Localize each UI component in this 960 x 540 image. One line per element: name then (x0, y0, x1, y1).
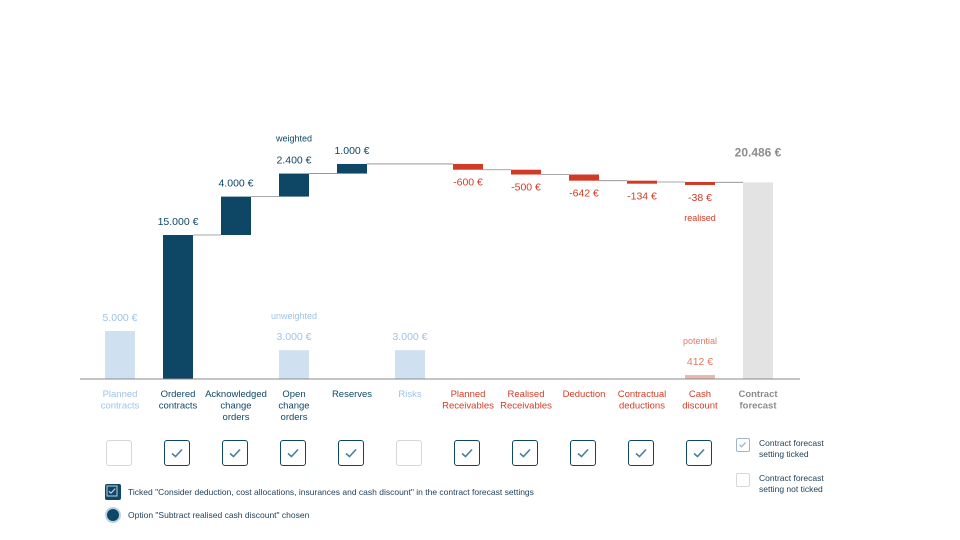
note-ticked-consider: Ticked "Consider deduction, cost allocat… (128, 487, 534, 497)
legend-ticked-swatch (736, 438, 750, 452)
bar-reserves (337, 163, 367, 174)
bar-realised-receivables (511, 169, 541, 175)
setting-checkbox-open-change-orders[interactable] (280, 440, 306, 466)
category-label-reserves: Reserves (332, 389, 372, 400)
connector-lines (193, 163, 743, 236)
value-label-deduction: -642 € (569, 188, 599, 200)
setting-checkbox-reserves[interactable] (338, 440, 364, 466)
excluded-value-label-cash-discount: 412 € (687, 356, 713, 368)
value-labels: 5.000 € 15.000 € 4.000 € 2.400 € weighted 3.0… (102, 134, 781, 368)
value-label-ordered-contracts: 15.000 € (158, 216, 199, 228)
ticked-setting-marker (105, 484, 121, 500)
category-label-contractual-deductions: Contractual deductions (618, 389, 667, 412)
bar-risks (395, 350, 425, 379)
bars (105, 163, 773, 379)
category-label-planned-contracts: Planned contracts (101, 389, 140, 412)
value-label-contract-forecast: 20.486 € (735, 145, 782, 159)
setting-checkbox-ordered-contracts[interactable] (164, 440, 190, 466)
setting-checkbox-acknowledged-change-orders[interactable] (222, 440, 248, 466)
category-label-deduction: Deduction (563, 389, 606, 400)
waterfall-chart: 5.000 € 15.000 € 4.000 € 2.400 € weighted 3.0… (80, 134, 800, 423)
setting-checkbox-planned-receivables[interactable] (454, 440, 480, 466)
setting-checkbox-deduction[interactable] (570, 440, 596, 466)
value-label-contractual-deductions: -134 € (627, 191, 657, 203)
category-labels: Planned contracts Ordered contracts Acknowle… (101, 389, 779, 423)
category-label-risks: Risks (398, 389, 421, 400)
value-label-planned-contracts: 5.000 € (102, 312, 137, 324)
excluded-value-label-open-change-orders: 3.000 € (276, 331, 311, 343)
bar-planned-receivables (453, 163, 483, 170)
excluded-note-open-change-orders: unweighted (271, 311, 317, 321)
category-label-contract-forecast: Contract forecast (738, 389, 778, 412)
category-label-acknowledged-change-orders: Acknowledged change orders (205, 389, 267, 423)
setting-checkbox-planned-contracts[interactable] (106, 440, 132, 466)
category-label-cash-discount: Cash discount (682, 389, 718, 412)
value-label-acknowledged-change-orders: 4.000 € (218, 178, 253, 190)
legend-not-ticked-label: Contract forecast setting not ticked (759, 473, 824, 494)
bar-open-change-orders (279, 173, 309, 197)
note-option-subtract: Option "Subtract realised cash discount"… (128, 510, 310, 520)
note-label-open-change-orders: weighted (275, 134, 312, 144)
excluded-bar-open-change-orders (279, 350, 309, 379)
bar-cash-discount (685, 181, 715, 185)
chosen-option-marker (105, 507, 121, 523)
bar-acknowledged-change-orders (221, 196, 251, 235)
category-label-ordered-contracts: Ordered contracts (159, 389, 198, 412)
legend-ticked-label: Contract forecast setting ticked (759, 438, 824, 459)
setting-checkbox-contractual-deductions[interactable] (628, 440, 654, 466)
bar-planned-contracts (105, 331, 135, 379)
setting-checkbox-risks[interactable] (396, 440, 422, 466)
note-label-cash-discount: realised (684, 213, 716, 223)
legend-not-ticked-swatch (736, 473, 750, 487)
value-label-planned-receivables: -600 € (453, 177, 483, 189)
value-label-reserves: 1.000 € (334, 145, 369, 157)
category-label-open-change-orders: Open change orders (278, 389, 309, 423)
value-label-cash-discount: -38 € (688, 192, 712, 204)
excluded-note-cash-discount: potential (683, 336, 717, 346)
setting-checkbox-realised-receivables[interactable] (512, 440, 538, 466)
bar-deduction (569, 174, 599, 181)
bar-contract-forecast (743, 182, 773, 379)
setting-checkbox-cash-discount[interactable] (686, 440, 712, 466)
value-label-realised-receivables: -500 € (511, 182, 541, 194)
category-label-planned-receivables: Planned Receivables (442, 389, 494, 412)
value-label-risks: 3.000 € (392, 331, 427, 343)
excluded-bar-cash-discount (685, 375, 715, 379)
bar-contractual-deductions (627, 180, 657, 184)
category-label-realised-receivables: Realised Receivables (500, 389, 552, 412)
value-label-open-change-orders: 2.400 € (276, 155, 311, 167)
bar-ordered-contracts (163, 235, 193, 379)
